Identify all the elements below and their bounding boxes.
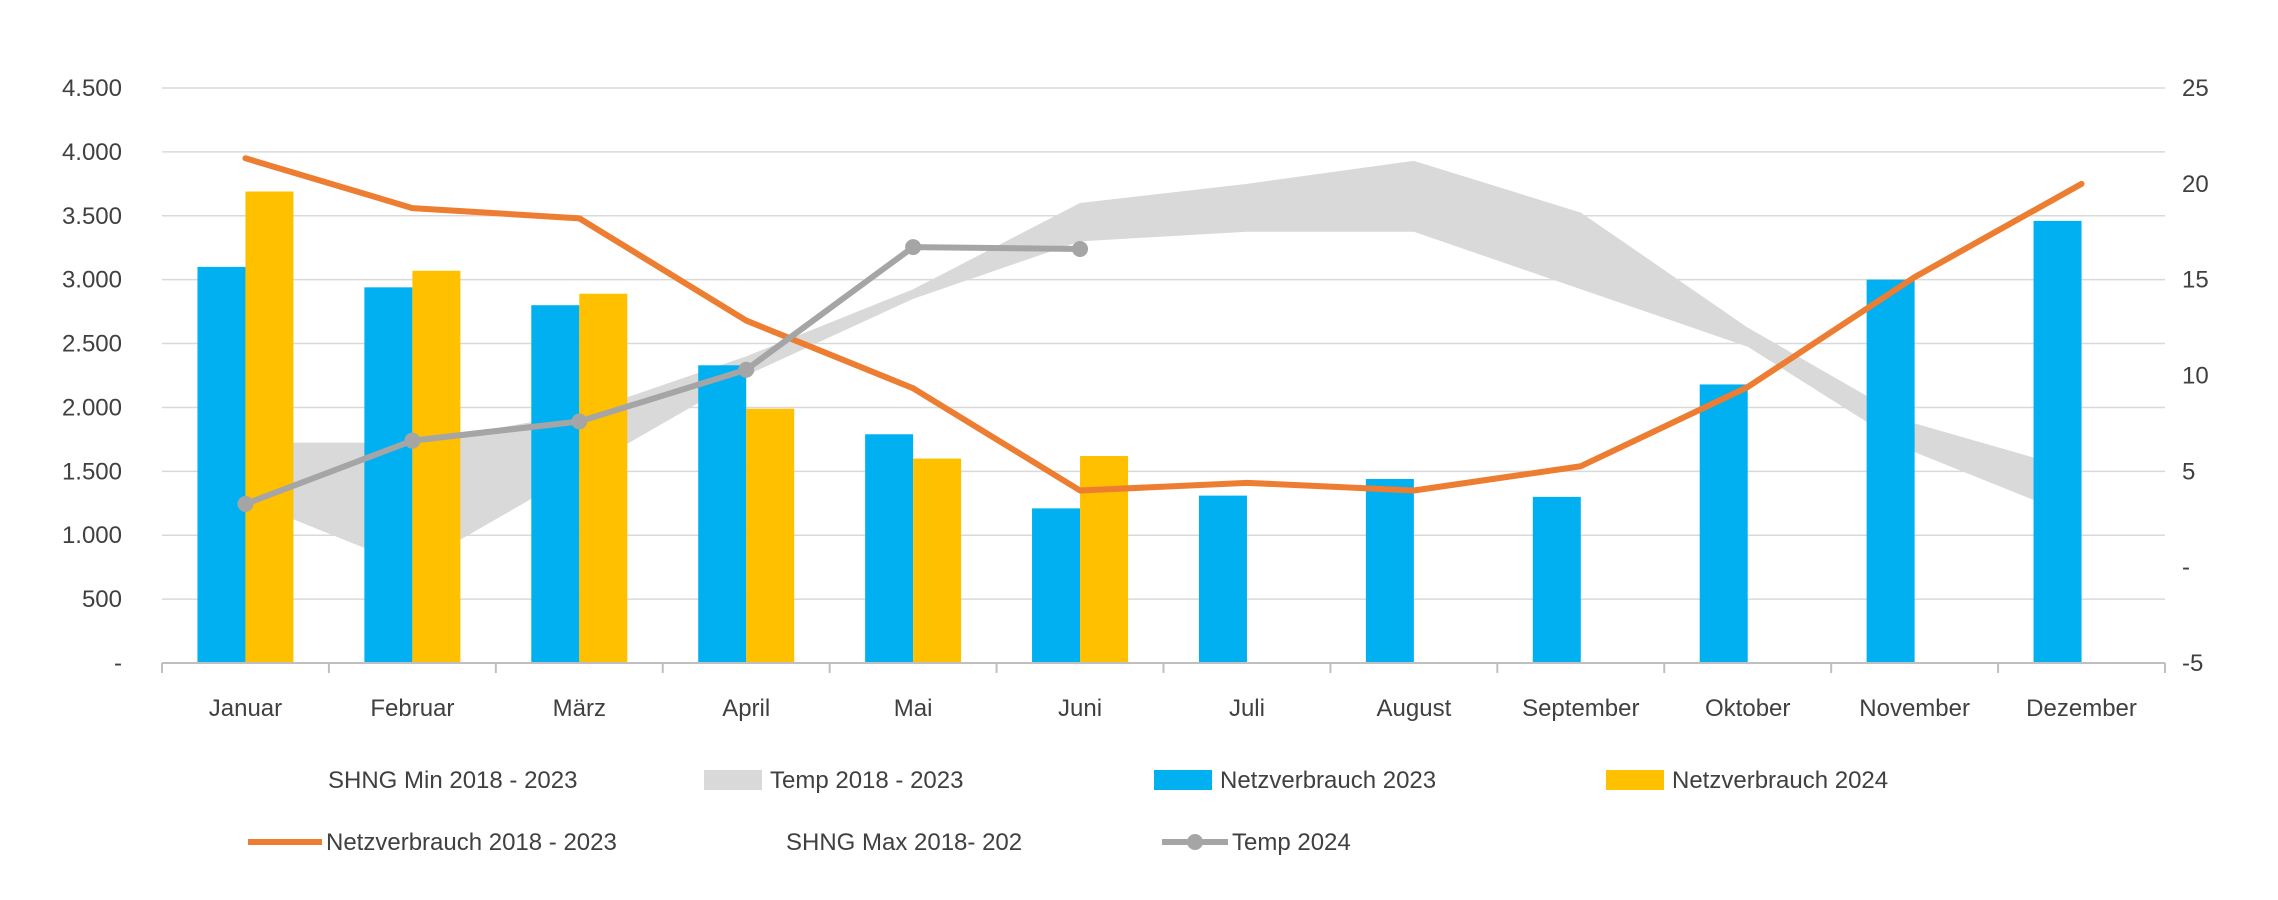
legend-swatch [704, 770, 762, 790]
legend-swatch [1154, 770, 1212, 790]
legend-label: Temp 2024 [1232, 829, 1351, 856]
bar-netzverbrauch-2023 [1532, 496, 1581, 663]
legend: SHNG Min 2018 - 2023 Temp 2018 - 2023 Netz… [248, 767, 1888, 856]
y-left-tick-label: 2.000 [62, 394, 122, 421]
temp-2024-marker [237, 495, 254, 512]
legend-item: Netzverbrauch 2018 - 2023 [248, 829, 617, 856]
x-tick-label: Juni [1058, 695, 1102, 722]
x-tick-label: August [1377, 695, 1452, 722]
legend-item: Netzverbrauch 2023 [1154, 767, 1436, 794]
y-right-tick-label: 10 [2182, 363, 2209, 390]
bar-netzverbrauch-2023 [364, 287, 413, 663]
y-right-tick-label: 15 [2182, 267, 2209, 294]
bar-netzverbrauch-2024 [412, 270, 461, 663]
y-left-tick-label: 500 [82, 586, 122, 613]
lines-layer [237, 155, 2085, 512]
x-tick-label: Mai [894, 695, 933, 722]
line-temp-2024 [244, 244, 1081, 507]
y-right-tick-label: - [2182, 554, 2190, 581]
x-tick-label: Oktober [1705, 695, 1790, 722]
x-tick-label: Februar [370, 695, 454, 722]
y-left-tick-label: 1.000 [62, 522, 122, 549]
y-left-tick-label: 3.500 [62, 203, 122, 230]
bar-netzverbrauch-2023 [698, 365, 747, 663]
bar-netzverbrauch-2024 [746, 408, 795, 663]
temp-band-area [245, 160, 2082, 568]
legend-item: SHNG Min 2018 - 2023 [328, 767, 577, 794]
x-tick-label: April [722, 695, 770, 722]
legend-item: Temp 2018 - 2023 [704, 767, 963, 794]
x-tick-label: September [1522, 695, 1639, 722]
legend-swatch [1606, 770, 1664, 790]
temp-2024-marker [1072, 241, 1089, 257]
axes-layer: - 500 1.000 1.500 2.000 2.500 3.000 3.500 4.000 4… [62, 75, 2209, 722]
legend-label: Netzverbrauch 2018 - 2023 [326, 829, 617, 856]
y-right-tick-label: 5 [2182, 458, 2195, 485]
legend-label: Temp 2018 - 2023 [770, 767, 963, 794]
bar-netzverbrauch-2023 [1699, 384, 1748, 663]
y-right-tick-label: 25 [2182, 75, 2209, 102]
line-netzverbrauch-2018-2023 [242, 155, 2085, 494]
legend-label: SHNG Min 2018 - 2023 [328, 767, 577, 794]
x-tick-label: Januar [209, 695, 282, 722]
bar-netzverbrauch-2023 [1365, 479, 1414, 663]
bar-netzverbrauch-2023 [2033, 220, 2082, 663]
bar-netzverbrauch-2024 [245, 191, 294, 663]
temp-band-layer [245, 160, 2082, 568]
y-left-tick-label: 4.000 [62, 139, 122, 166]
bar-netzverbrauch-2023 [197, 266, 246, 663]
legend-label: Netzverbrauch 2024 [1672, 767, 1888, 794]
legend-label: SHNG Max 2018- 202 [786, 829, 1022, 856]
bar-netzverbrauch-2023 [865, 434, 914, 663]
bar-netzverbrauch-2023 [1198, 495, 1247, 663]
temp-2024-marker [404, 432, 421, 449]
temp-2024-marker [738, 361, 755, 378]
y-left-tick-label: 3.000 [62, 267, 122, 294]
bar-netzverbrauch-2024 [579, 293, 628, 663]
y-left-tick-label: 4.500 [62, 75, 122, 102]
bar-netzverbrauch-2023 [531, 305, 580, 663]
y-right-tick-label: -5 [2182, 650, 2203, 677]
legend-marker [1187, 834, 1203, 850]
x-tick-label: Dezember [2026, 695, 2137, 722]
bar-netzverbrauch-2023 [1866, 279, 1915, 663]
temp-2024-marker [571, 413, 588, 430]
bar-netzverbrauch-2024 [913, 458, 962, 663]
legend-item: Netzverbrauch 2024 [1606, 767, 1888, 794]
legend-label: Netzverbrauch 2023 [1220, 767, 1436, 794]
y-left-tick-label: 2.500 [62, 331, 122, 358]
bars-layer [197, 191, 2082, 663]
x-tick-label: Juli [1229, 695, 1265, 722]
x-tick-label: März [553, 695, 606, 722]
legend-item: SHNG Max 2018- 202 [786, 829, 1022, 856]
y-right-tick-label: 20 [2182, 171, 2209, 198]
temp-2024-marker [905, 239, 922, 256]
y-left-tick-label: - [114, 650, 122, 677]
x-tick-label: November [1859, 695, 1970, 722]
legend-item: Temp 2024 [1162, 829, 1351, 856]
bar-netzverbrauch-2023 [1032, 508, 1081, 663]
y-left-tick-label: 1.500 [62, 458, 122, 485]
